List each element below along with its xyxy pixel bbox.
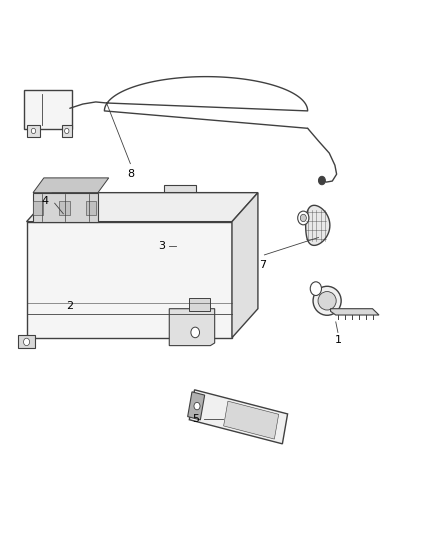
- Polygon shape: [189, 390, 288, 444]
- Polygon shape: [306, 205, 330, 245]
- FancyBboxPatch shape: [32, 201, 43, 215]
- Ellipse shape: [313, 286, 341, 316]
- Polygon shape: [219, 192, 230, 266]
- Polygon shape: [224, 401, 279, 439]
- Polygon shape: [189, 298, 210, 311]
- FancyBboxPatch shape: [62, 125, 72, 137]
- Polygon shape: [27, 192, 258, 222]
- Polygon shape: [33, 178, 109, 192]
- Circle shape: [24, 338, 30, 345]
- Polygon shape: [33, 192, 98, 222]
- FancyBboxPatch shape: [86, 201, 96, 215]
- Polygon shape: [187, 392, 205, 420]
- Circle shape: [183, 217, 216, 257]
- Circle shape: [310, 282, 321, 295]
- Polygon shape: [27, 222, 232, 338]
- Text: 7: 7: [259, 260, 266, 270]
- Circle shape: [194, 402, 200, 410]
- FancyBboxPatch shape: [173, 265, 192, 279]
- Circle shape: [32, 128, 35, 134]
- Circle shape: [190, 226, 209, 249]
- Circle shape: [65, 128, 69, 134]
- Text: 4: 4: [41, 196, 48, 206]
- Polygon shape: [331, 309, 379, 315]
- FancyBboxPatch shape: [59, 201, 70, 215]
- Text: 1: 1: [335, 335, 342, 345]
- Circle shape: [300, 214, 306, 222]
- Text: 2: 2: [66, 301, 74, 311]
- Polygon shape: [232, 192, 258, 338]
- FancyBboxPatch shape: [189, 235, 200, 247]
- Circle shape: [298, 211, 309, 225]
- FancyBboxPatch shape: [162, 204, 220, 268]
- Text: 5: 5: [193, 415, 200, 424]
- Polygon shape: [163, 192, 230, 206]
- FancyBboxPatch shape: [27, 125, 39, 137]
- Polygon shape: [169, 309, 215, 345]
- Polygon shape: [18, 335, 35, 348]
- Ellipse shape: [318, 292, 336, 310]
- Ellipse shape: [53, 225, 108, 292]
- FancyBboxPatch shape: [25, 90, 72, 130]
- Text: 8: 8: [127, 169, 134, 179]
- Text: 3: 3: [158, 241, 165, 252]
- Ellipse shape: [39, 207, 123, 310]
- Circle shape: [318, 176, 325, 185]
- FancyBboxPatch shape: [164, 185, 196, 196]
- Circle shape: [191, 327, 200, 338]
